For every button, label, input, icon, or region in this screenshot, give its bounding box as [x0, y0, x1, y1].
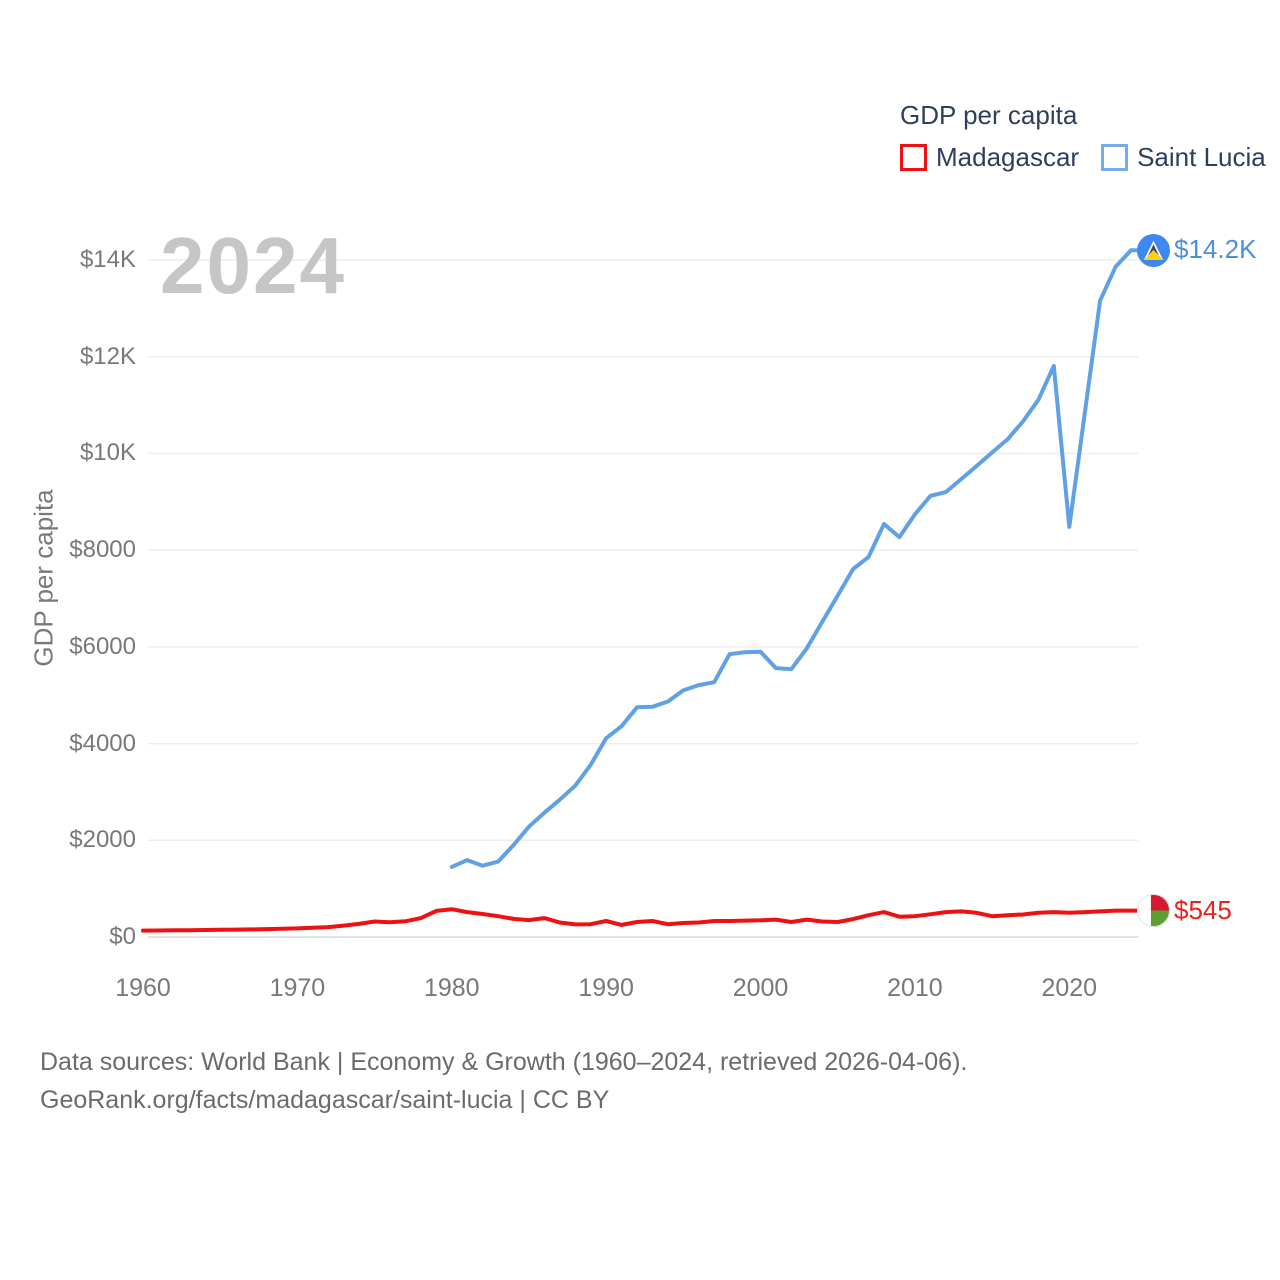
madagascar-end-value: $545 [1174, 894, 1232, 925]
watermark-year: 2024 [160, 221, 346, 310]
y-tick-label: $0 [109, 923, 136, 950]
x-tick-label: 1990 [578, 974, 634, 1002]
legend-item-saint-lucia[interactable]: Saint Lucia [1101, 142, 1266, 173]
legend-label: Madagascar [936, 142, 1080, 172]
legend-label: Saint Lucia [1137, 142, 1266, 172]
y-tick-label: $12K [79, 342, 136, 370]
x-tick-label: 1960 [115, 974, 171, 1002]
y-tick-label: $6000 [69, 632, 136, 660]
legend-item-madagascar[interactable]: Madagascar [900, 142, 1079, 173]
saint-lucia-flag-icon [1137, 233, 1170, 267]
x-tick-label: 1980 [423, 974, 480, 1002]
x-tick-label: 2010 [887, 974, 943, 1002]
madagascar-flag-icon [1137, 894, 1170, 928]
legend-title: GDP per capita [900, 100, 1078, 130]
y-tick-label: $10K [79, 439, 136, 467]
madagascar-legend-swatch [900, 144, 927, 171]
x-tick-label: 2020 [1041, 974, 1098, 1002]
saint-lucia-legend-swatch [1101, 144, 1129, 171]
madagascar-line [141, 907, 1143, 933]
y-tick-label: $4000 [69, 729, 136, 757]
x-tick-label: 2000 [732, 974, 789, 1002]
data-sources-line: Data sources: World Bank | Economy & Gro… [40, 1048, 968, 1076]
saint-lucia-line [449, 248, 1143, 869]
y-tick-label: $2000 [69, 826, 136, 854]
y-tick-label: $8000 [69, 536, 136, 564]
x-tick-label: 1970 [269, 974, 326, 1002]
attribution-line: GeoRank.org/facts/madagascar/saint-lucia… [40, 1086, 610, 1114]
y-tick-label: $14K [79, 246, 136, 273]
legend: GDP per capita Madagascar Saint Lucia [900, 100, 1266, 173]
saint-lucia-end-value: $14.2K [1174, 234, 1257, 265]
